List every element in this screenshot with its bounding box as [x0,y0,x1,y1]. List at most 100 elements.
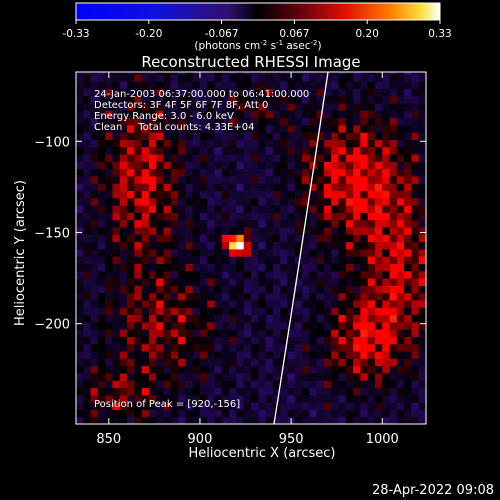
heatmap-cell [148,146,157,155]
heatmap-cell [178,132,186,140]
heatmap-cell [272,146,281,155]
heatmap-cell [411,343,420,352]
heatmap-cell [185,248,194,257]
heatmap-cell [178,117,186,126]
heatmap-cell [338,73,347,82]
heatmap-cell [185,88,194,97]
heatmap-cell [163,321,172,330]
heatmap-cell [83,416,92,424]
heatmap-cell [214,161,223,170]
heatmap-cell [316,329,325,337]
heatmap-cell [185,387,194,396]
heatmap-cell [316,72,325,75]
heatmap-cell [105,110,113,119]
heatmap-cell [411,387,420,396]
heatmap-cell [411,190,420,199]
heatmap-cell [309,132,318,140]
heatmap-cell [411,183,420,192]
heatmap-cell [97,95,106,104]
heatmap-cell [76,117,84,126]
heatmap-cell [185,175,194,184]
heatmap-cell [221,292,230,301]
heatmap-cell [287,270,296,279]
heatmap-cell [97,263,106,272]
heatmap-cell [382,73,391,82]
heatmap-cell [345,270,354,279]
heatmap-cell [243,278,252,286]
heatmap-cell [207,387,216,396]
heatmap-cell [163,402,172,410]
heatmap-cell [170,88,179,97]
heatmap-cell [243,117,252,126]
heatmap-cell [418,241,426,250]
heatmap-cell [221,278,230,286]
heatmap-cell [323,380,332,389]
heatmap-cell [338,329,347,337]
heatmap-cell [258,270,267,279]
heatmap-cell [367,307,376,316]
heatmap-cell [302,329,310,337]
heatmap-cell [382,380,391,389]
heatmap-cell [418,336,426,345]
heatmap-cell [331,227,339,235]
heatmap-cell [134,154,143,162]
heatmap-cell [199,402,208,410]
heatmap-cell [97,103,106,111]
heatmap-cell [360,103,369,111]
heatmap-cell [272,307,281,316]
heatmap-cell [323,110,332,119]
heatmap-cell [287,336,296,345]
heatmap-cell [76,154,84,162]
heatmap-cell [331,146,339,155]
heatmap-cell [97,183,106,192]
heatmap-cell [251,278,259,286]
heatmap-cell [389,175,398,184]
heatmap-cell [221,387,230,396]
heatmap-cell [90,321,99,330]
heatmap-cell [323,358,332,367]
heatmap-cell [76,416,84,424]
heatmap-cell [236,343,245,352]
heatmap-cell [119,248,128,257]
heatmap-cell [105,183,113,192]
heatmap-cell [170,292,179,301]
heatmap-cell [389,248,398,257]
heatmap-cell [134,402,143,410]
heatmap-cell [178,234,186,243]
heatmap-cell [382,234,391,243]
heatmap-cell [389,73,398,82]
heatmap-cell [170,248,179,257]
heatmap-cell [418,263,426,272]
heatmap-cell [345,110,354,119]
heatmap-cell [229,351,237,359]
heatmap-cell [374,256,383,265]
heatmap-cell [163,409,172,418]
heatmap-cell [214,343,223,352]
heatmap-cell [119,241,128,250]
heatmap-cell [389,197,398,206]
heatmap-cell [251,95,259,104]
heatmap-cell [323,103,332,111]
heatmap-cell [76,73,84,82]
heatmap-cell [170,73,179,82]
heatmap-cell [389,146,398,155]
heatmap-cell [316,285,325,294]
heatmap-cell [418,212,426,221]
heatmap-cell [119,380,128,389]
heatmap-cell [265,124,274,133]
heatmap-cell [97,110,106,119]
heatmap-cell [97,73,106,82]
heatmap-cell [83,212,92,221]
heatmap-cell [404,154,412,162]
heatmap-cell [83,256,92,265]
heatmap-cell [345,343,354,352]
heatmap-cell [192,132,201,140]
heatmap-cell [127,358,135,367]
heatmap-cell [294,234,303,243]
heatmap-cell [265,343,274,352]
heatmap-cell [251,73,259,82]
heatmap-cell [309,227,318,235]
heatmap-cell [258,380,267,389]
heatmap-cell [127,124,135,133]
heatmap-cell [272,416,281,424]
